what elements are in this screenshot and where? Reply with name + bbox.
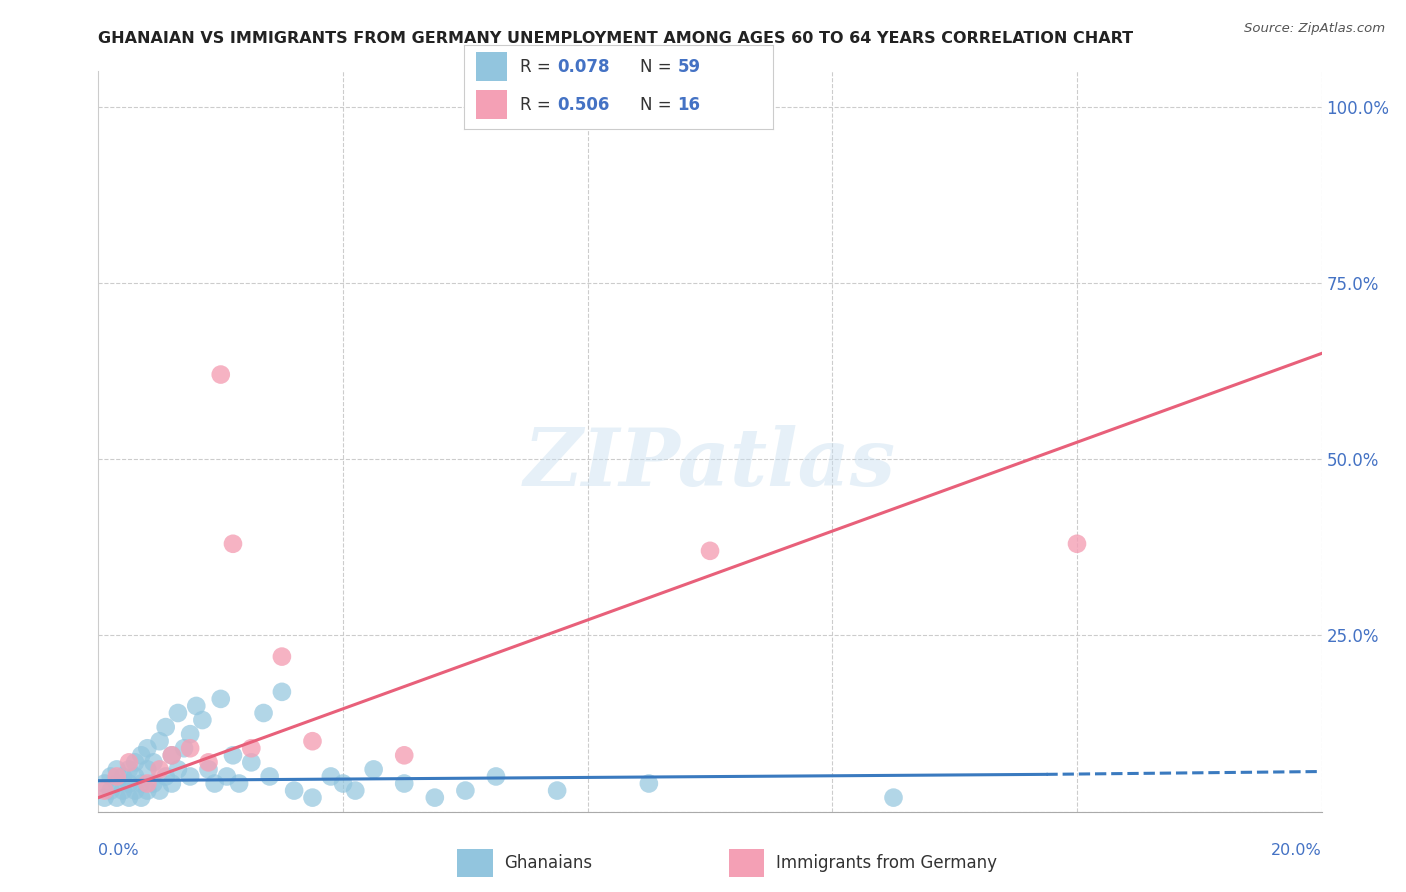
Point — [155, 720, 177, 734]
Point — [124, 769, 146, 783]
Point — [270, 685, 292, 699]
Point — [118, 776, 141, 790]
Point — [215, 769, 238, 783]
Text: R =: R = — [520, 95, 555, 114]
Point — [93, 790, 115, 805]
Point — [149, 763, 172, 777]
Point — [160, 748, 183, 763]
Text: Ghanaians: Ghanaians — [505, 854, 592, 872]
Point — [155, 769, 177, 783]
Point — [105, 769, 128, 783]
Point — [240, 741, 263, 756]
Point — [197, 756, 219, 770]
Point — [93, 776, 115, 790]
Point — [129, 776, 152, 790]
Point — [105, 763, 128, 777]
Point — [93, 783, 115, 797]
Point — [637, 776, 661, 790]
Point — [100, 769, 122, 783]
Point — [699, 544, 721, 558]
Point — [136, 763, 159, 777]
Point — [546, 783, 568, 797]
Text: 0.078: 0.078 — [557, 58, 609, 76]
Point — [191, 713, 214, 727]
Text: R =: R = — [520, 58, 555, 76]
Point — [105, 776, 128, 790]
Point — [363, 763, 385, 777]
Text: GHANAIAN VS IMMIGRANTS FROM GERMANY UNEMPLOYMENT AMONG AGES 60 TO 64 YEARS CORRE: GHANAIAN VS IMMIGRANTS FROM GERMANY UNEM… — [98, 31, 1133, 46]
Text: N =: N = — [640, 95, 678, 114]
Point — [423, 790, 446, 805]
Point — [118, 756, 141, 770]
Point — [344, 783, 367, 797]
Point — [118, 790, 141, 805]
Point — [222, 537, 245, 551]
Bar — [477, 90, 508, 120]
Point — [179, 741, 201, 756]
Bar — [728, 849, 765, 877]
Point — [118, 763, 141, 777]
Point — [160, 748, 183, 763]
Point — [319, 769, 342, 783]
Bar — [457, 849, 492, 877]
Text: 16: 16 — [678, 95, 700, 114]
Point — [173, 741, 195, 756]
Point — [197, 763, 219, 777]
Point — [259, 769, 281, 783]
Point — [186, 698, 208, 713]
Point — [136, 741, 159, 756]
Point — [209, 692, 232, 706]
Point — [167, 763, 190, 777]
Point — [240, 756, 263, 770]
Point — [883, 790, 905, 805]
Text: Immigrants from Germany: Immigrants from Germany — [776, 854, 997, 872]
Text: Source: ZipAtlas.com: Source: ZipAtlas.com — [1244, 22, 1385, 36]
Point — [100, 783, 122, 797]
Point — [283, 783, 305, 797]
Point — [129, 748, 152, 763]
Point — [252, 706, 274, 720]
Point — [111, 783, 134, 797]
Point — [149, 783, 172, 797]
Point — [124, 783, 146, 797]
Point — [136, 783, 159, 797]
Point — [149, 734, 172, 748]
Point — [301, 734, 323, 748]
Point — [392, 748, 416, 763]
Text: N =: N = — [640, 58, 678, 76]
Point — [160, 776, 183, 790]
Point — [454, 783, 477, 797]
Point — [332, 776, 354, 790]
Point — [209, 368, 232, 382]
Point — [222, 748, 245, 763]
Point — [301, 790, 323, 805]
Point — [1066, 537, 1088, 551]
Point — [111, 769, 134, 783]
Point — [179, 727, 201, 741]
Bar — [477, 53, 508, 81]
Point — [136, 776, 159, 790]
Text: ZIPatlas: ZIPatlas — [524, 425, 896, 502]
Point — [204, 776, 226, 790]
Point — [228, 776, 250, 790]
Point — [270, 649, 292, 664]
Point — [124, 756, 146, 770]
Point — [392, 776, 416, 790]
Text: 0.506: 0.506 — [557, 95, 609, 114]
Point — [179, 769, 201, 783]
Text: 20.0%: 20.0% — [1271, 843, 1322, 858]
Text: 59: 59 — [678, 58, 700, 76]
Point — [485, 769, 508, 783]
Point — [129, 790, 152, 805]
Point — [142, 776, 165, 790]
Point — [167, 706, 190, 720]
Text: 0.0%: 0.0% — [98, 843, 139, 858]
Point — [142, 756, 165, 770]
Point — [105, 790, 128, 805]
